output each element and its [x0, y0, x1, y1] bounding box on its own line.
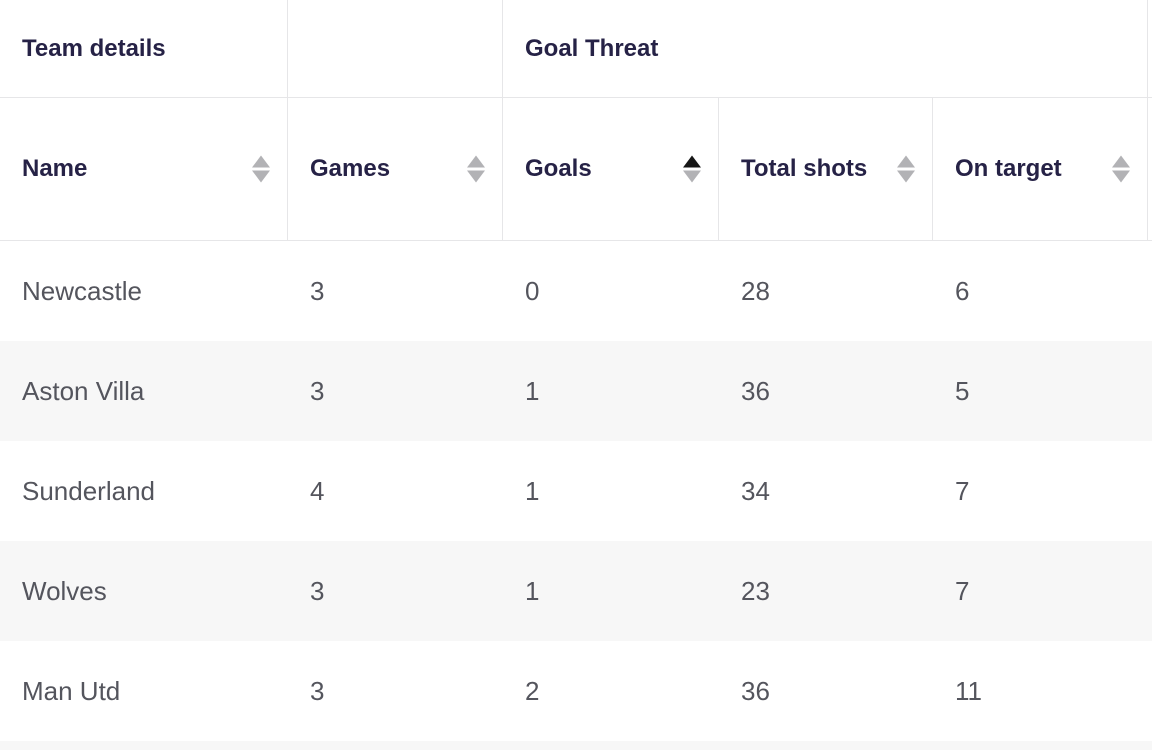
- cell-name: Man Utd: [22, 675, 121, 706]
- cell-total-shots: 36: [741, 675, 770, 706]
- cell-name: Wolves: [22, 575, 107, 606]
- cell-total-shots: 23: [741, 575, 770, 606]
- sort-up-arrow-icon: [1112, 155, 1130, 168]
- sort-down-arrow-icon: [467, 170, 485, 183]
- sort-icon: [1112, 155, 1130, 183]
- cell-on-target: 7: [955, 475, 970, 506]
- sort-down-arrow-icon: [683, 170, 701, 183]
- group-label: Goal Threat: [525, 34, 659, 62]
- group-label: Team details: [22, 34, 166, 62]
- column-header-on-target[interactable]: On target: [933, 98, 1148, 240]
- cell-total-shots: 36: [741, 375, 770, 406]
- group-header-goal-threat: Goal Threat: [503, 0, 1148, 97]
- column-header-total-shots[interactable]: Total shots: [719, 98, 933, 240]
- table-row: Man Utd 3 2 36 11: [0, 641, 1152, 741]
- cell-total-shots: 34: [741, 475, 770, 506]
- cell-on-target: 6: [955, 275, 970, 306]
- sort-icon: [683, 155, 701, 183]
- sort-icon: [252, 155, 270, 183]
- column-header-goals[interactable]: Goals: [503, 98, 719, 240]
- cell-name: Newcastle: [22, 275, 142, 306]
- table-row: Wolves 3 1 23 7: [0, 541, 1152, 641]
- sort-up-arrow-icon: [897, 155, 915, 168]
- cell-games: 3: [310, 675, 325, 706]
- column-label: Name: [22, 155, 88, 182]
- cell-name: Aston Villa: [22, 375, 145, 406]
- sort-down-arrow-icon: [252, 170, 270, 183]
- column-label: Goals: [525, 155, 592, 182]
- cell-games: 3: [310, 275, 325, 306]
- cell-total-shots: 28: [741, 275, 770, 306]
- table-row: Sunderland 4 1 34 7: [0, 441, 1152, 541]
- column-label: Total shots: [741, 155, 868, 182]
- table-row-partial: [0, 741, 1152, 750]
- cell-on-target: 5: [955, 375, 970, 406]
- cell-goals: 1: [525, 575, 540, 606]
- cell-games: 4: [310, 475, 325, 506]
- column-header-games[interactable]: Games: [288, 98, 503, 240]
- cell-games: 3: [310, 375, 325, 406]
- cell-on-target: 11: [955, 675, 982, 706]
- cell-on-target: 7: [955, 575, 970, 606]
- sort-icon: [897, 155, 915, 183]
- cell-goals: 2: [525, 675, 540, 706]
- cell-goals: 1: [525, 475, 540, 506]
- table-row: Newcastle 3 0 28 6: [0, 241, 1152, 341]
- group-header-empty: [288, 0, 503, 97]
- column-header-name[interactable]: Name: [0, 98, 288, 240]
- cell-games: 3: [310, 575, 325, 606]
- sort-up-arrow-icon: [252, 155, 270, 168]
- table-row: Aston Villa 3 1 36 5: [0, 341, 1152, 441]
- group-header-team-details: Team details: [0, 0, 288, 97]
- cell-name: Sunderland: [22, 475, 155, 506]
- sort-icon: [467, 155, 485, 183]
- sort-up-arrow-icon: [467, 155, 485, 168]
- column-label: On target: [955, 155, 1062, 182]
- cell-goals: 1: [525, 375, 540, 406]
- sort-down-arrow-icon: [897, 170, 915, 183]
- column-header-row: Name Games Goals Total shots On target: [0, 98, 1152, 241]
- group-header-row: Team details Goal Threat: [0, 0, 1152, 98]
- sort-down-arrow-icon: [1112, 170, 1130, 183]
- cell-goals: 0: [525, 275, 540, 306]
- sort-up-arrow-icon: [683, 155, 701, 168]
- column-label: Games: [310, 155, 391, 182]
